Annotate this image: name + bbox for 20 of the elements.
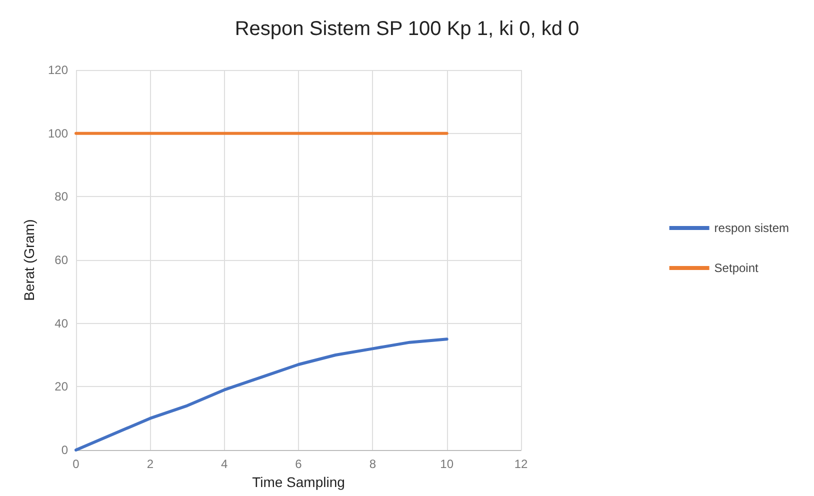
legend-label: respon sistem	[714, 221, 790, 235]
x-tick-label: 0	[72, 457, 80, 471]
y-tick-label: 100	[48, 126, 68, 140]
y-tick-label: 20	[54, 380, 68, 394]
line-series	[74, 338, 448, 452]
y-tick-label: 120	[48, 63, 68, 77]
x-tick-label: 4	[220, 457, 228, 471]
y-tick-label: 60	[54, 253, 68, 267]
legend-label: Setpoint	[714, 261, 760, 275]
y-tick-label: 80	[54, 190, 68, 204]
x-tick-label: 6	[295, 457, 302, 471]
x-tick-label: 8	[369, 457, 376, 471]
chart-title: Respon Sistem SP 100 Kp 1, ki 0, kd 0	[234, 18, 580, 40]
x-tick-label: 12	[514, 457, 528, 471]
y-tick-label: 40	[54, 316, 68, 330]
x-tick-label: 2	[146, 457, 154, 471]
x-axis-title: Time Sampling	[252, 474, 345, 490]
y-tick-label: 0	[61, 443, 68, 457]
x-tick-label: 10	[440, 457, 454, 471]
y-axis-title: Berat (Gram)	[21, 219, 37, 301]
